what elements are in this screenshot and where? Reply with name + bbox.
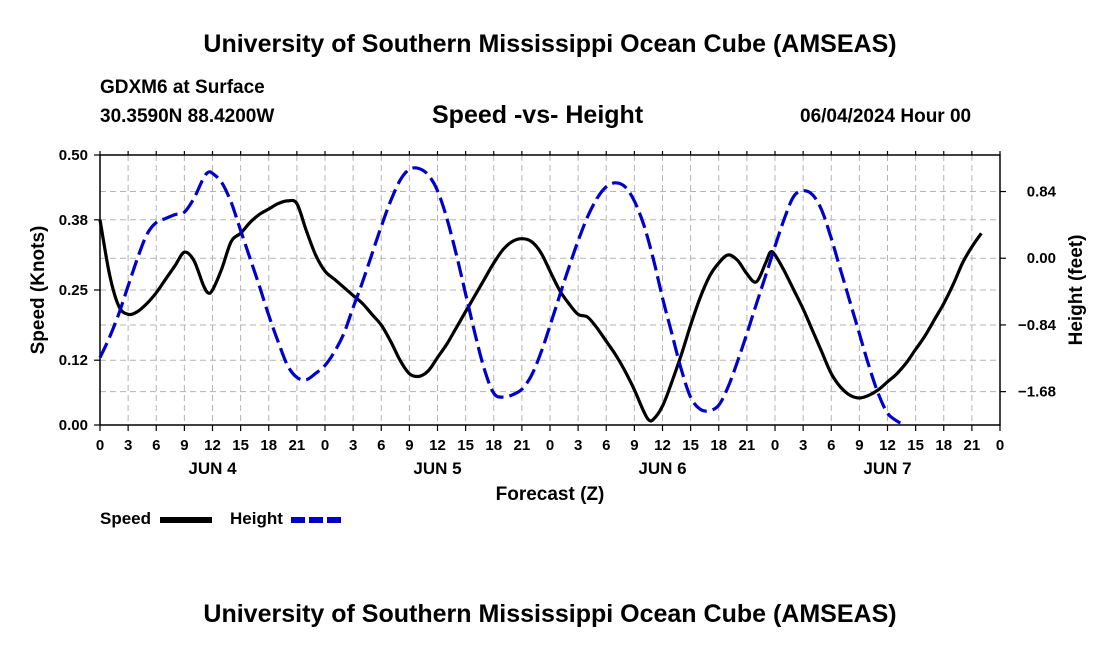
y-tick-label: 0.00 (59, 417, 88, 434)
x-tick-label: 9 (630, 437, 638, 454)
series-layer (98, 166, 983, 425)
x-tick-label: 12 (879, 437, 896, 454)
forecast-date-label: 06/04/2024 Hour 00 (800, 106, 972, 127)
chart-main-title: University of Southern Mississippi Ocean… (203, 30, 897, 58)
legend-speed-label: Speed (100, 509, 152, 528)
x-tick-label: 3 (574, 437, 582, 454)
x-tick-label: 6 (152, 437, 160, 454)
y2-tick-label: −0.84 (1018, 317, 1057, 334)
x-tick-label: 18 (260, 437, 277, 454)
y-tick-label: 0.12 (59, 352, 88, 369)
y2-tick-label: 0.00 (1027, 250, 1056, 267)
x-tick-label: 6 (827, 437, 835, 454)
x-tick-label: 21 (514, 437, 531, 454)
x-tick-label: 12 (654, 437, 671, 454)
x-tick-label: 6 (377, 437, 385, 454)
legend-speed-line (160, 517, 212, 523)
day-label: JUN 5 (413, 459, 461, 478)
y-tick-label: 0.25 (59, 282, 88, 299)
x-tick-label: 0 (321, 437, 329, 454)
x-tick-label: 9 (855, 437, 863, 454)
speed-series-line (98, 198, 983, 423)
x-tick-label: 18 (485, 437, 502, 454)
x-tick-label: 15 (907, 437, 924, 454)
x-tick-label: 3 (349, 437, 357, 454)
y-tick-label: 0.38 (59, 212, 88, 229)
x-tick-label: 0 (96, 437, 104, 454)
grid-layer (100, 155, 1000, 425)
x-tick-label: 15 (682, 437, 699, 454)
x-tick-label: 21 (289, 437, 306, 454)
y2-axis-title: Height (feet) (1066, 235, 1087, 346)
x-tick-label: 3 (124, 437, 132, 454)
x-tick-label: 15 (232, 437, 249, 454)
chart-subtitle: Speed -vs- Height (432, 101, 644, 129)
x-tick-label: 6 (602, 437, 610, 454)
x-tick-label: 3 (799, 437, 807, 454)
x-tick-label: 0 (996, 437, 1004, 454)
day-label: JUN 7 (863, 459, 911, 478)
coordinates-label: 30.3590N 88.4200W (100, 106, 275, 127)
height-series-line (98, 166, 903, 425)
x-tick-label: 12 (204, 437, 221, 454)
x-tick-label: 0 (771, 437, 779, 454)
labels-layer: 0 3 6 9 12 15 18 21 0 3 6 9 12 15 18 21 0 3 6 9 12 15 18 21 0 3 6 9… (28, 147, 1087, 505)
footer-title: University of Southern Mississippi Ocean… (203, 600, 897, 628)
legend-height-line (291, 517, 343, 523)
station-label: GDXM6 at Surface (100, 77, 265, 98)
x-tick-label: 21 (964, 437, 981, 454)
y2-tick-label: 0.84 (1027, 184, 1057, 201)
x-tick-label: 15 (457, 437, 474, 454)
y2-tick-label: −1.68 (1018, 384, 1056, 401)
x-axis-title: Forecast (Z) (496, 484, 605, 505)
day-label: JUN 6 (638, 459, 686, 478)
x-tick-label: 18 (935, 437, 952, 454)
x-tick-label: 12 (429, 437, 446, 454)
y-tick-label: 0.50 (59, 147, 88, 164)
x-tick-label: 0 (546, 437, 554, 454)
axes-layer (94, 151, 1006, 431)
legend-height-label: Height (230, 509, 283, 528)
day-label: JUN 4 (188, 459, 237, 478)
x-tick-label: 21 (739, 437, 756, 454)
x-tick-label: 18 (710, 437, 727, 454)
x-tick-label: 9 (180, 437, 188, 454)
x-tick-label: 9 (405, 437, 413, 454)
y-axis-title: Speed (Knots) (28, 226, 49, 355)
